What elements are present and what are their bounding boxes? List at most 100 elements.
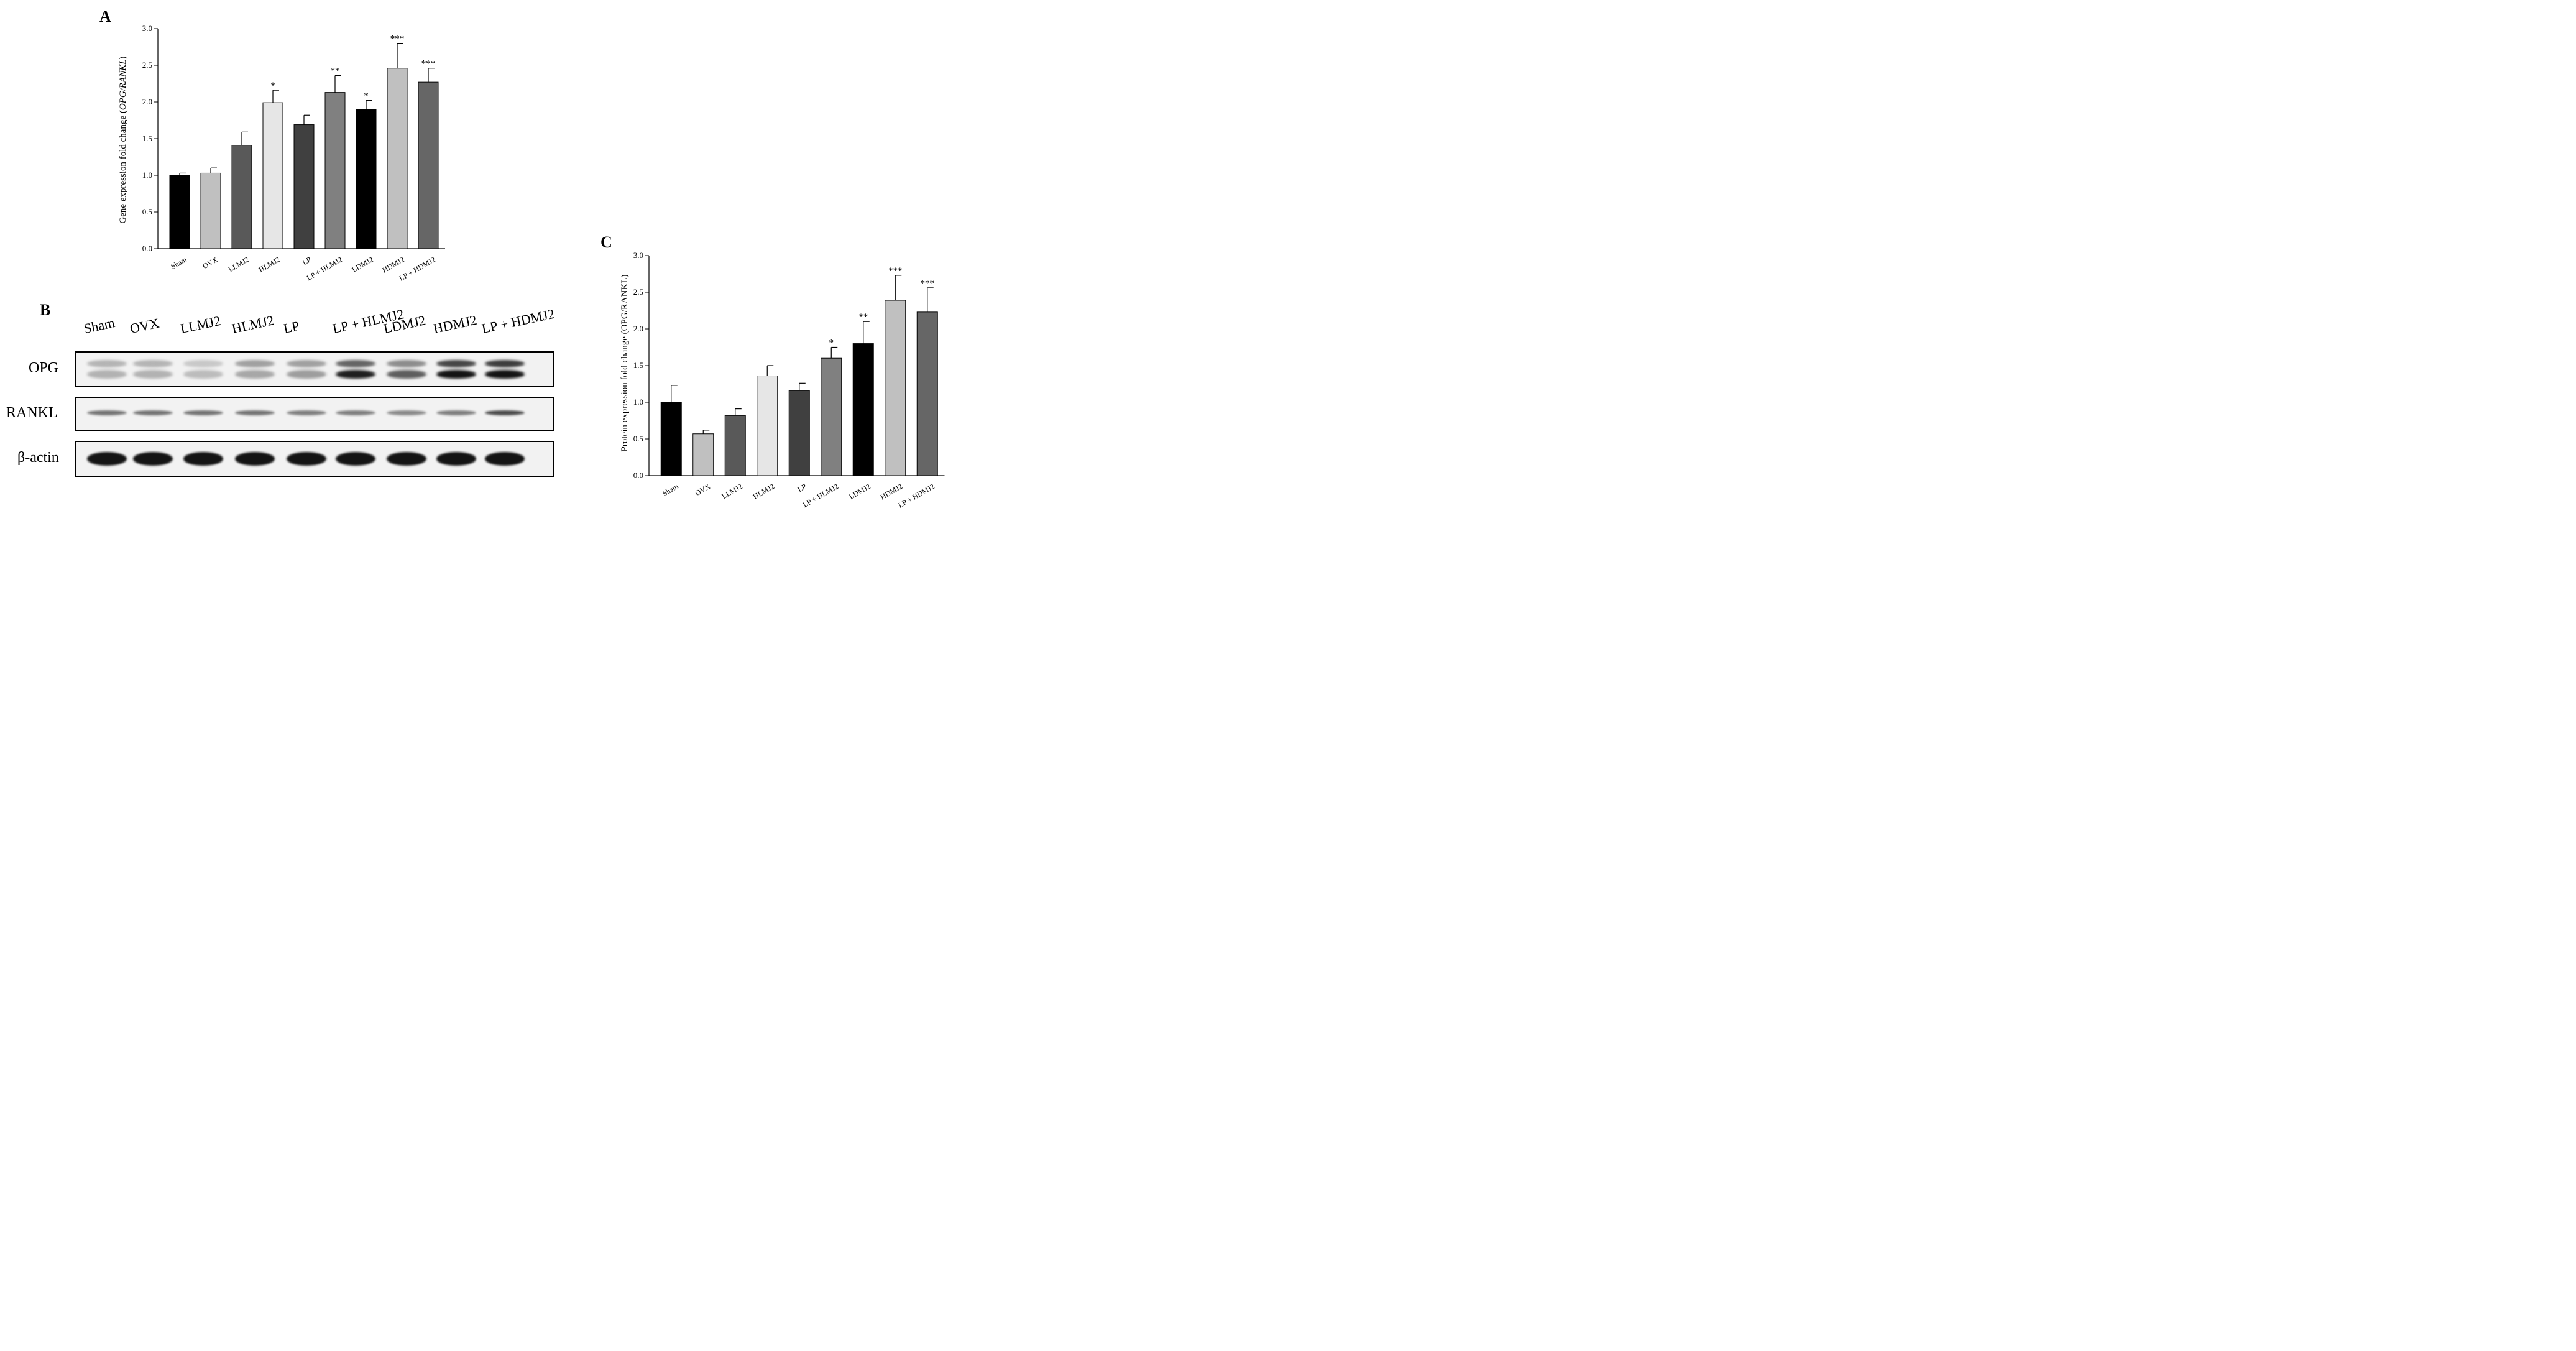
opg-upper-band [336, 360, 375, 367]
x-category-label: LDMJ2 [847, 482, 872, 501]
x-category-label: LP [796, 482, 808, 494]
x-category-label: LDMJ2 [351, 255, 375, 274]
actin-band [287, 452, 326, 466]
bar-lp [788, 390, 810, 476]
significance-marker: *** [921, 279, 935, 288]
lane-label-hlmj2: HLMJ2 [230, 312, 275, 337]
lane-label-lp-hdmj2: LP + HDMJ2 [480, 305, 556, 337]
bar-hdmj2 [387, 68, 408, 249]
bar-lp-hlmj2 [324, 92, 346, 249]
lane-label-llmj2: LLMJ2 [178, 312, 223, 337]
bar-lp-hlmj2 [821, 357, 842, 476]
y-tick-label: 0.5 [142, 207, 152, 216]
y-tick-label: 1.5 [633, 361, 643, 370]
y-axis-title-italic: OPG/RANKL [118, 59, 128, 110]
bar-lp [293, 124, 315, 249]
opg-lower-band [133, 370, 173, 379]
opg-lower-band [336, 370, 375, 379]
y-tick-label: 1.0 [633, 397, 643, 407]
significance-marker: * [829, 338, 834, 348]
bar-ldmj2 [356, 109, 377, 249]
significance-marker: ** [858, 312, 868, 322]
opg-upper-band [235, 360, 275, 367]
opg-upper-band [485, 360, 525, 367]
x-category-label: LP + HLMJ2 [801, 482, 840, 509]
actin-band [183, 452, 223, 466]
significance-marker: * [270, 81, 275, 91]
y-axis-title: Gene expression fold change (OPG/RANKL) [118, 56, 128, 223]
actin-band [485, 452, 525, 466]
chart-a: 0.0 0.5 1.0 1.5 2.0 2.5 3.0 Sham OVX LLMJ2 * HLMJ2 L… [118, 24, 445, 283]
y-tick-label: 1.0 [142, 170, 152, 180]
y-tick-label: 2.5 [142, 60, 152, 70]
x-category-label: HDMJ2 [879, 482, 904, 501]
opg-lower-band [235, 370, 275, 379]
actin-band [87, 452, 127, 466]
chart-c: 0.0 0.5 1.0 1.5 2.0 2.5 3.0 Sham OVX LLMJ2 HLMJ2 LP… [620, 251, 945, 510]
actin-band [336, 452, 375, 466]
bar-hlmj2 [262, 102, 283, 249]
actin-band [235, 452, 275, 466]
x-category-label: HLMJ2 [257, 255, 282, 274]
actin-band [387, 452, 426, 466]
rankl-band [485, 410, 525, 415]
y-tick-label: 2.0 [633, 324, 643, 333]
x-category-label: Sham [661, 482, 680, 498]
blot-membrane-0 [75, 351, 554, 387]
y-tick-label: 0.0 [142, 244, 152, 253]
x-category-label: LLMJ2 [720, 482, 743, 500]
panel-c-label: C [600, 233, 612, 251]
panel-b-label: B [40, 301, 51, 319]
bar-ovx [692, 433, 714, 476]
bar-hdmj2 [885, 300, 906, 476]
y-axis-title-part: Gene expression fold change ( [118, 110, 128, 223]
opg-lower-band [287, 370, 326, 379]
western-blot-panel: Sham OVX LLMJ2 HLMJ2 LP LP + HLMJ2 LDMJ2 HDMJ2 L… [0, 298, 597, 485]
x-category-label: LP + HDMJ2 [896, 482, 936, 510]
opg-lower-band [436, 370, 476, 379]
bar-hlmj2 [757, 376, 778, 476]
bar-sham [169, 175, 190, 249]
opg-upper-band [387, 360, 426, 367]
y-tick-label: 1.5 [142, 134, 152, 143]
opg-lower-band [87, 370, 127, 379]
x-category-label: Sham [169, 255, 188, 271]
y-tick-label: 0.5 [633, 434, 643, 443]
bar-ovx [200, 172, 221, 249]
significance-marker: * [364, 91, 369, 101]
rankl-band [87, 410, 127, 415]
bar-sham [660, 402, 682, 476]
significance-marker: *** [888, 266, 903, 276]
x-category-label: HDMJ2 [380, 255, 405, 274]
rankl-band [235, 410, 275, 415]
rankl-band [336, 410, 375, 415]
rankl-band [436, 410, 476, 415]
lane-label-sham: Sham [82, 315, 116, 337]
x-category-label: LLMJ2 [227, 255, 251, 274]
lane-label-lp: LP [282, 318, 301, 337]
y-tick-label: 3.0 [142, 24, 152, 33]
significance-marker: *** [390, 34, 405, 44]
significance-marker: ** [331, 67, 340, 76]
opg-upper-band [87, 360, 127, 367]
blot-row-label: OPG [29, 360, 59, 376]
blot-row-label: β-actin [17, 450, 59, 466]
y-tick-label: 2.0 [142, 97, 152, 106]
actin-band [133, 452, 173, 466]
x-category-label: HLMJ2 [752, 482, 776, 501]
opg-lower-band [485, 370, 525, 379]
y-tick-label: 0.0 [633, 471, 643, 480]
rankl-band [133, 410, 173, 415]
x-category-label: OVX [201, 255, 219, 270]
y-axis-title-part: ) [118, 56, 128, 59]
panel-a-label: A [99, 7, 111, 25]
lane-label-hdmj2: HDMJ2 [431, 311, 479, 337]
rankl-band [287, 410, 326, 415]
opg-upper-band [183, 360, 223, 367]
bar-llmj2 [231, 145, 252, 249]
lane-label-ovx: OVX [128, 315, 161, 337]
x-category-label: LP + HLMJ2 [305, 255, 344, 282]
blot-row-label: RANKL [6, 405, 58, 421]
opg-upper-band [133, 360, 173, 367]
x-category-label: LP [301, 255, 313, 267]
